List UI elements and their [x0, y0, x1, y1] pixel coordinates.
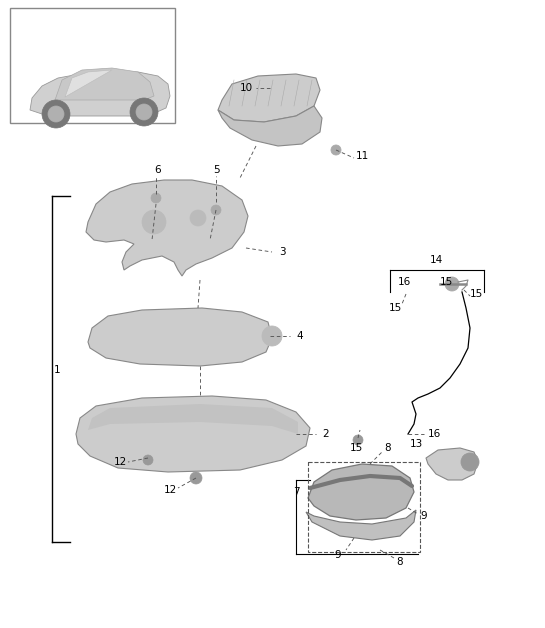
Text: 15: 15 [389, 303, 402, 313]
Text: 8: 8 [397, 557, 403, 567]
Circle shape [151, 193, 161, 203]
Text: 10: 10 [239, 83, 252, 93]
Polygon shape [426, 448, 478, 480]
Polygon shape [88, 404, 298, 434]
Text: 8: 8 [385, 443, 391, 453]
Text: 12: 12 [164, 485, 177, 495]
Polygon shape [218, 106, 322, 146]
Polygon shape [65, 70, 112, 97]
Bar [308, 462, 420, 552]
Polygon shape [86, 180, 248, 276]
Circle shape [262, 326, 282, 346]
Text: 15: 15 [439, 277, 453, 287]
Circle shape [130, 98, 158, 126]
Polygon shape [30, 72, 170, 116]
Polygon shape [218, 74, 320, 122]
Text: 16: 16 [427, 429, 440, 439]
Circle shape [190, 210, 206, 226]
Text: 7: 7 [293, 487, 299, 497]
Text: 15: 15 [469, 289, 483, 299]
Text: 9: 9 [335, 550, 341, 560]
Circle shape [190, 472, 202, 484]
Polygon shape [76, 396, 310, 472]
Text: 14: 14 [429, 255, 443, 265]
Text: 2: 2 [323, 429, 329, 439]
Circle shape [353, 435, 363, 445]
Polygon shape [55, 68, 154, 100]
Circle shape [331, 145, 341, 155]
Circle shape [461, 453, 479, 471]
Text: 13: 13 [409, 439, 422, 449]
Text: 5: 5 [213, 165, 219, 175]
Text: 9: 9 [421, 511, 427, 521]
Bar [10, 8, 175, 123]
Text: 15: 15 [349, 443, 362, 453]
Text: 11: 11 [355, 151, 368, 161]
Polygon shape [88, 308, 272, 366]
Circle shape [143, 455, 153, 465]
Circle shape [42, 100, 70, 128]
Text: 3: 3 [278, 247, 286, 257]
Circle shape [48, 106, 64, 122]
Text: 1: 1 [54, 365, 60, 375]
Circle shape [211, 205, 221, 215]
Circle shape [136, 104, 152, 120]
Text: 16: 16 [397, 277, 410, 287]
Circle shape [142, 210, 166, 234]
Circle shape [445, 277, 459, 291]
Polygon shape [308, 464, 414, 520]
Text: 4: 4 [296, 331, 304, 341]
Text: 12: 12 [113, 457, 126, 467]
Polygon shape [306, 510, 416, 540]
Text: 6: 6 [155, 165, 161, 175]
